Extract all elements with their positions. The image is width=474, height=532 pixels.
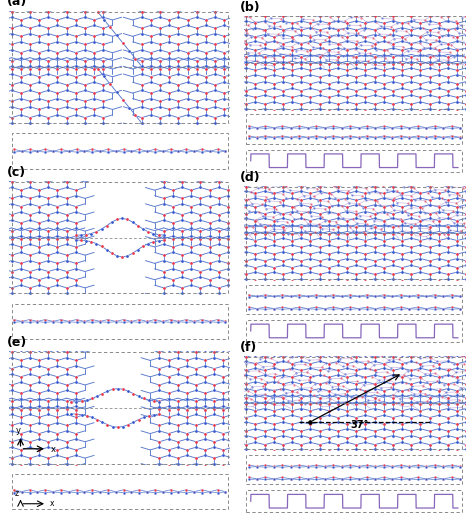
Text: x: x [50, 445, 55, 454]
Text: (a): (a) [7, 0, 27, 9]
Bar [12, 304, 228, 339]
Bar [12, 134, 228, 169]
Text: (c): (c) [7, 165, 27, 179]
Text: y: y [16, 427, 21, 436]
Text: x: x [50, 499, 55, 508]
Text: (f): (f) [240, 341, 257, 354]
Text: (b): (b) [240, 1, 260, 14]
Text: 37°: 37° [350, 420, 368, 429]
Text: z: z [15, 489, 19, 498]
Bar [12, 474, 228, 509]
Text: (e): (e) [7, 336, 27, 349]
Text: (d): (d) [240, 171, 260, 184]
